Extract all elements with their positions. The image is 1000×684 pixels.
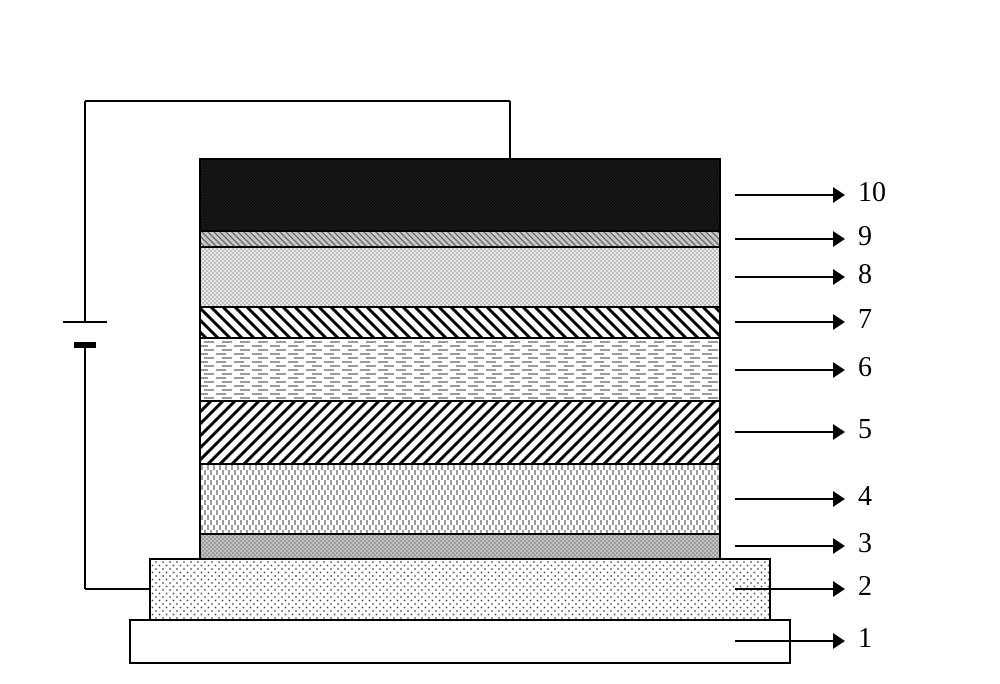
arrow-head-9 [833,231,845,247]
layer-1 [130,620,790,663]
layer-label-6: 6 [858,354,872,382]
layer-label-8: 8 [858,261,872,289]
layer-label-4: 4 [858,483,872,511]
layer-3-pattern [200,534,720,559]
arrow-head-4 [833,491,845,507]
arrow-head-1 [833,633,845,649]
layer-label-3: 3 [858,530,872,558]
layer-10-pattern [200,159,720,231]
layer-label-2: 2 [858,573,872,601]
layer-label-1: 1 [858,625,872,653]
layer-4-pattern [200,464,720,534]
arrow-head-10 [833,187,845,203]
overlay-svg [0,0,1000,684]
layer-6-pattern [200,338,720,401]
arrow-head-7 [833,314,845,330]
layer-label-9: 9 [858,223,872,251]
layer-7-pattern [200,307,720,338]
arrow-head-5 [833,424,845,440]
arrow-head-6 [833,362,845,378]
arrow-head-8 [833,269,845,285]
arrow-head-2 [833,581,845,597]
layer-9-pattern [200,231,720,247]
layer-8-pattern [200,247,720,307]
layer-2-pattern [150,559,770,620]
arrow-head-3 [833,538,845,554]
layer-5-pattern [200,401,720,464]
layer-label-10: 10 [858,179,886,207]
layer-label-7: 7 [858,306,872,334]
layer-label-5: 5 [858,416,872,444]
